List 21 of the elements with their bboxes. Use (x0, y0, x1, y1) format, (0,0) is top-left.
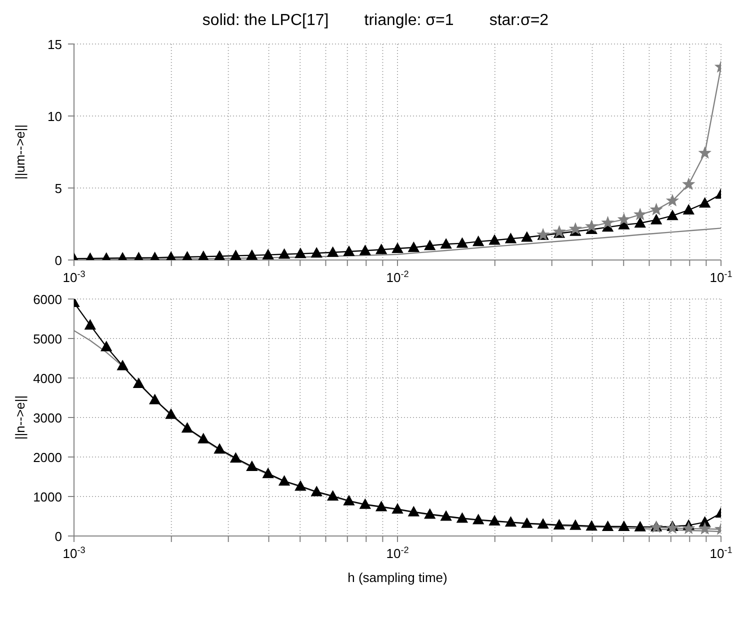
x-axis-title: h (sampling time) (348, 570, 448, 585)
y-tick-label: 15 (48, 37, 62, 52)
y-tick-label: 1000 (33, 490, 62, 504)
x-tick-label: 10$^{-3}$ (62, 269, 86, 285)
chart-title: solid: the LPC[17] triangle: σ=1 star:σ=2 (201, 11, 550, 31)
y-axis-title: ||n-->e|| (12, 395, 28, 440)
y-axis-title: ||um-->e|| (12, 124, 28, 180)
x-tick-label: 10$^{-2}$ (386, 545, 409, 561)
x-tick-label: 10$^{-1}$ (710, 269, 732, 285)
y-tick-label: 5000 (33, 332, 62, 346)
x-tick-label: 10$^{-2}$ (386, 269, 409, 285)
y-tick-label: 2000 (33, 450, 62, 465)
x-tick-label: 10$^{-1}$ (710, 545, 732, 561)
y-tick-label: 10 (48, 109, 62, 124)
x-tick-label: 10$^{-3}$ (62, 545, 86, 561)
y-tick-label: 0 (54, 529, 62, 544)
y-tick-label: 5 (54, 181, 62, 196)
y-tick-label: 6000 (33, 292, 62, 307)
y-tick-label: 4000 (33, 371, 62, 386)
y-tick-label: 3000 (33, 410, 62, 426)
y-tick-label: 0 (54, 253, 62, 268)
